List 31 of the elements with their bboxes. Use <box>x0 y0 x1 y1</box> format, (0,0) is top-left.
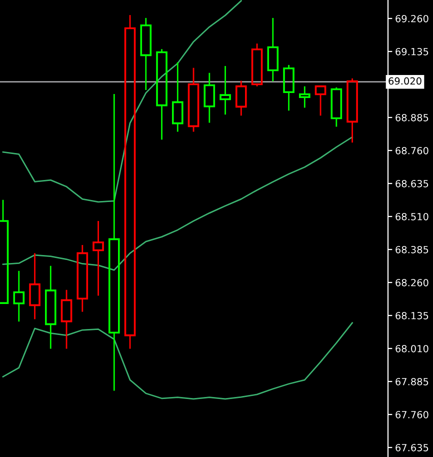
candlestick <box>140 17 152 91</box>
y-tick-label: 68.760 <box>396 146 428 154</box>
candlestick <box>298 86 310 108</box>
ref-line-label: 69.020 <box>388 77 422 85</box>
y-tick-label: 67.635 <box>396 444 428 452</box>
candlestick <box>267 17 279 82</box>
line-series <box>2 136 353 271</box>
y-tick-label: 67.760 <box>396 410 428 418</box>
y-tick-label: 68.260 <box>396 278 428 286</box>
y-tick-label: 68.010 <box>396 344 428 352</box>
line-series <box>2 322 353 400</box>
y-tick-label: 67.885 <box>396 378 428 386</box>
candlestick <box>13 270 25 322</box>
candlestick <box>29 252 40 320</box>
candlestick <box>60 289 72 350</box>
line-series <box>2 0 242 203</box>
candlestick <box>108 93 120 392</box>
y-tick-label: 68.885 <box>396 114 428 122</box>
candlestick <box>204 72 216 124</box>
y-tick-label: 69.135 <box>396 48 428 56</box>
y-tick-label: 68.510 <box>396 212 428 220</box>
candlestick <box>220 65 231 116</box>
y-tick-label: 68.385 <box>396 246 428 254</box>
y-tick-label: 68.135 <box>396 312 428 320</box>
candlestick <box>76 244 88 312</box>
candlestick <box>124 14 136 350</box>
candlestick <box>44 265 56 350</box>
y-tick-label: 68.635 <box>396 180 428 188</box>
candlestick <box>172 62 184 132</box>
y-tick-label: 69.260 <box>396 14 428 22</box>
candlestick <box>92 220 104 296</box>
